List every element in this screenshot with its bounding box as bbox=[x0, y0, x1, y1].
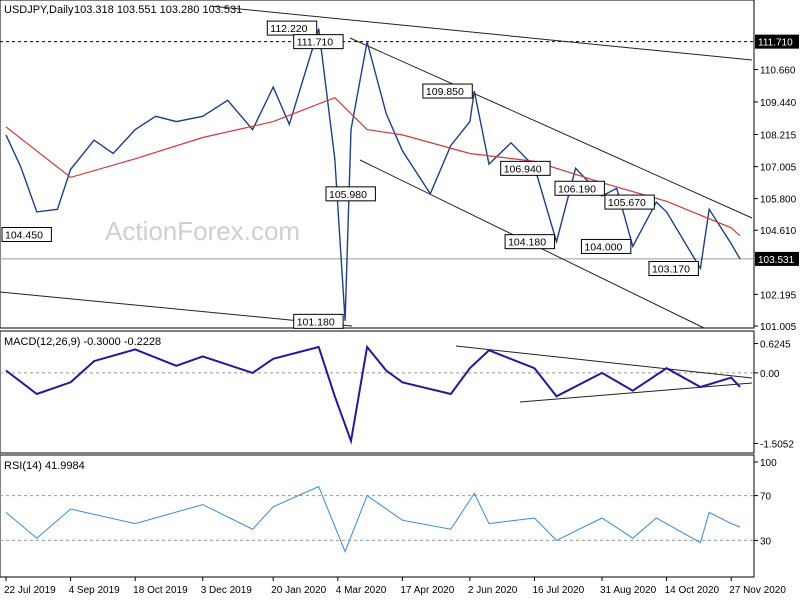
watermark: ActionForex.com bbox=[105, 216, 300, 246]
macd-trend-bottom bbox=[519, 382, 753, 403]
macd-line bbox=[5, 344, 741, 445]
price-tick-label: 108.215 bbox=[760, 130, 797, 141]
macd-trend-top bbox=[455, 345, 753, 379]
ohlc-header: 103.318 103.551 103.280 103.531 bbox=[74, 4, 242, 16]
current-price-box bbox=[755, 251, 799, 266]
rsi-panel-frame bbox=[0, 454, 755, 578]
x-tick-label: 4 Mar 2020 bbox=[336, 585, 387, 596]
trendline-upper bbox=[209, 5, 753, 61]
x-tick-label: 4 Sep 2019 bbox=[69, 585, 121, 596]
macd-tick-label: 0.00 bbox=[760, 369, 780, 380]
annotation-box bbox=[604, 194, 655, 210]
x-tick-label: 31 Aug 2020 bbox=[600, 585, 657, 596]
price-tick-label: 101.005 bbox=[760, 322, 797, 333]
x-tick-label: 20 Jan 2020 bbox=[271, 585, 326, 596]
rsi-label: RSI(14) 41.9984 bbox=[4, 460, 85, 472]
annotation-box bbox=[266, 20, 318, 36]
rsi-tick-label: 30 bbox=[760, 536, 772, 547]
x-tick-label: 22 Jul 2019 bbox=[4, 585, 56, 596]
annotation-label: 104.000 bbox=[584, 241, 622, 253]
x-tick-label: 3 Dec 2019 bbox=[201, 585, 253, 596]
annotation-box bbox=[648, 260, 699, 276]
annotation-box bbox=[1, 226, 52, 242]
rsi-tick-label: 70 bbox=[760, 492, 772, 503]
macd-label: MACD(12,26,9) -0.3000 -0.2228 bbox=[4, 336, 161, 348]
price-tick-label: 107.005 bbox=[760, 163, 797, 174]
annotation-box bbox=[293, 313, 344, 329]
annotation-box bbox=[554, 180, 605, 196]
channel-top bbox=[349, 37, 753, 219]
annotation-box bbox=[504, 234, 556, 250]
level-box bbox=[755, 34, 799, 49]
annotation-label: 106.190 bbox=[558, 183, 596, 195]
price-tick-label: 102.195 bbox=[760, 290, 797, 301]
annotation-label: 111.710 bbox=[297, 37, 334, 49]
annotation-label: 104.180 bbox=[508, 237, 546, 249]
price-series-sma bbox=[5, 97, 741, 237]
annotation-label: 112.220 bbox=[270, 23, 307, 35]
macd-tick-label: 0.6245 bbox=[760, 340, 791, 351]
annotation-box bbox=[422, 83, 473, 99]
annotation-label: 103.170 bbox=[652, 263, 690, 275]
price-panel-frame bbox=[0, 0, 755, 329]
level-box-label: 111.710 bbox=[758, 38, 793, 49]
annotation-box bbox=[293, 34, 344, 50]
price-tick-label: 110.660 bbox=[760, 66, 796, 77]
annotation-label: 101.180 bbox=[297, 316, 335, 328]
annotation-label: 104.450 bbox=[5, 229, 43, 241]
annotation-box bbox=[325, 186, 376, 202]
price-series-close bbox=[5, 28, 741, 321]
x-tick-label: 2 Jun 2020 bbox=[468, 585, 518, 596]
x-tick-label: 27 Nov 2020 bbox=[729, 585, 786, 596]
rsi-tick-label: 100 bbox=[760, 458, 777, 469]
annotation-label: 105.980 bbox=[329, 189, 367, 201]
annotation-box bbox=[500, 160, 551, 176]
price-tick-label: 105.800 bbox=[760, 195, 797, 206]
annotation-box bbox=[580, 238, 632, 254]
price-tick-label: 109.440 bbox=[760, 98, 797, 109]
x-tick-label: 14 Oct 2020 bbox=[665, 585, 720, 596]
annotation-label: 106.940 bbox=[504, 163, 542, 175]
x-tick-label: 16 Jul 2020 bbox=[532, 585, 584, 596]
macd-tick-label: -1.5052 bbox=[760, 440, 794, 451]
x-tick-label: 18 Oct 2019 bbox=[133, 585, 188, 596]
annotation-label: 105.670 bbox=[608, 197, 646, 209]
chart-title: USDJPY,Daily bbox=[4, 4, 74, 16]
price-tick-label: 103.531 bbox=[758, 255, 795, 266]
rsi-line bbox=[5, 485, 741, 553]
annotation-label: 109.850 bbox=[426, 86, 464, 98]
price-tick-label: 104.610 bbox=[760, 226, 797, 237]
x-tick-label: 17 Apr 2020 bbox=[400, 585, 454, 596]
